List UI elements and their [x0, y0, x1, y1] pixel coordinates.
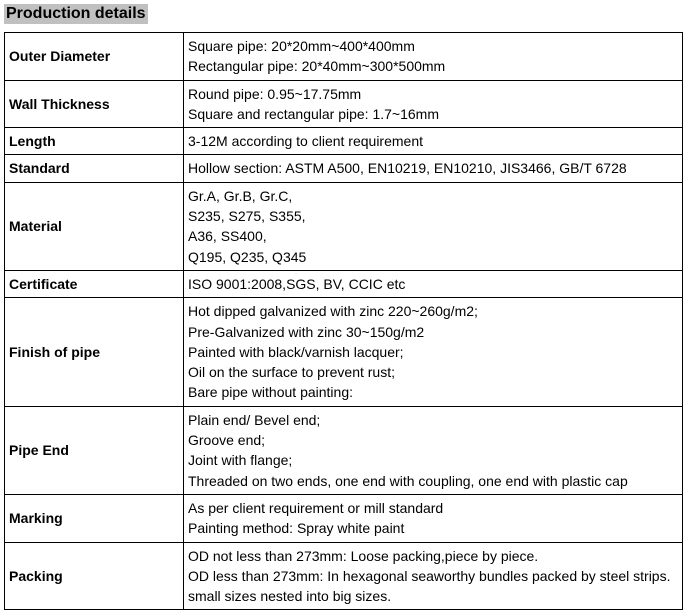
value-line: Q195, Q235, Q345 — [188, 247, 678, 267]
value-line: Plain end/ Bevel end; — [188, 410, 678, 430]
table-row: MarkingAs per client requirement or mill… — [5, 494, 683, 542]
value-line: 3-12M according to client requirement — [188, 131, 678, 151]
spec-table: Outer DiameterSquare pipe: 20*20mm~400*4… — [4, 32, 683, 610]
table-row: CertificateISO 9001:2008,SGS, BV, CCIC e… — [5, 270, 683, 297]
value-line: OD less than 273mm: In hexagonal seawort… — [188, 566, 678, 586]
value-line: Square and rectangular pipe: 1.7~16mm — [188, 104, 678, 124]
row-value: Hot dipped galvanized with zinc 220~260g… — [184, 298, 683, 406]
row-label: Length — [5, 128, 184, 155]
row-value: Round pipe: 0.95~17.75mmSquare and recta… — [184, 80, 683, 128]
value-line: Square pipe: 20*20mm~400*400mm — [188, 36, 678, 56]
row-label: Marking — [5, 494, 184, 542]
table-row: Wall ThicknessRound pipe: 0.95~17.75mmSq… — [5, 80, 683, 128]
row-label: Packing — [5, 542, 184, 610]
value-line: S235, S275, S355, — [188, 206, 678, 226]
value-line: ISO 9001:2008,SGS, BV, CCIC etc — [188, 274, 678, 294]
value-line: Hot dipped galvanized with zinc 220~260g… — [188, 301, 678, 321]
row-label: Certificate — [5, 270, 184, 297]
value-line: Threaded on two ends, one end with coupl… — [188, 471, 678, 491]
row-label: Finish of pipe — [5, 298, 184, 406]
page-title: Production details — [4, 4, 148, 24]
table-row: Outer DiameterSquare pipe: 20*20mm~400*4… — [5, 33, 683, 81]
table-row: StandardHollow section: ASTM A500, EN102… — [5, 155, 683, 182]
row-value: ISO 9001:2008,SGS, BV, CCIC etc — [184, 270, 683, 297]
row-value: Square pipe: 20*20mm~400*400mmRectangula… — [184, 33, 683, 81]
table-row: Length3-12M according to client requirem… — [5, 128, 683, 155]
value-line: Round pipe: 0.95~17.75mm — [188, 84, 678, 104]
value-line: Joint with flange; — [188, 450, 678, 470]
row-value: Hollow section: ASTM A500, EN10219, EN10… — [184, 155, 683, 182]
row-label: Standard — [5, 155, 184, 182]
row-value: OD not less than 273mm: Loose packing,pi… — [184, 542, 683, 610]
row-value: As per client requirement or mill standa… — [184, 494, 683, 542]
table-row: Finish of pipeHot dipped galvanized with… — [5, 298, 683, 406]
value-line: Bare pipe without painting: — [188, 382, 678, 402]
value-line: Rectangular pipe: 20*40mm~300*500mm — [188, 56, 678, 76]
value-line: Oil on the surface to prevent rust; — [188, 362, 678, 382]
row-value: 3-12M according to client requirement — [184, 128, 683, 155]
value-line: Painted with black/varnish lacquer; — [188, 342, 678, 362]
row-value: Gr.A, Gr.B, Gr.C,S235, S275, S355,A36, S… — [184, 182, 683, 270]
value-line: A36, SS400, — [188, 226, 678, 246]
row-label: Wall Thickness — [5, 80, 184, 128]
row-label: Material — [5, 182, 184, 270]
value-line: As per client requirement or mill standa… — [188, 498, 678, 518]
value-line: Groove end; — [188, 430, 678, 450]
value-line: Painting method: Spray white paint — [188, 518, 678, 538]
table-row: Pipe EndPlain end/ Bevel end;Groove end;… — [5, 406, 683, 494]
row-value: Plain end/ Bevel end;Groove end;Joint wi… — [184, 406, 683, 494]
row-label: Pipe End — [5, 406, 184, 494]
value-line: Gr.A, Gr.B, Gr.C, — [188, 186, 678, 206]
value-line: Hollow section: ASTM A500, EN10219, EN10… — [188, 158, 678, 178]
table-row: PackingOD not less than 273mm: Loose pac… — [5, 542, 683, 610]
value-line: small sizes nested into big sizes. — [188, 586, 678, 606]
value-line: OD not less than 273mm: Loose packing,pi… — [188, 546, 678, 566]
table-row: MaterialGr.A, Gr.B, Gr.C,S235, S275, S35… — [5, 182, 683, 270]
value-line: Pre-Galvanized with zinc 30~150g/m2 — [188, 322, 678, 342]
row-label: Outer Diameter — [5, 33, 184, 81]
